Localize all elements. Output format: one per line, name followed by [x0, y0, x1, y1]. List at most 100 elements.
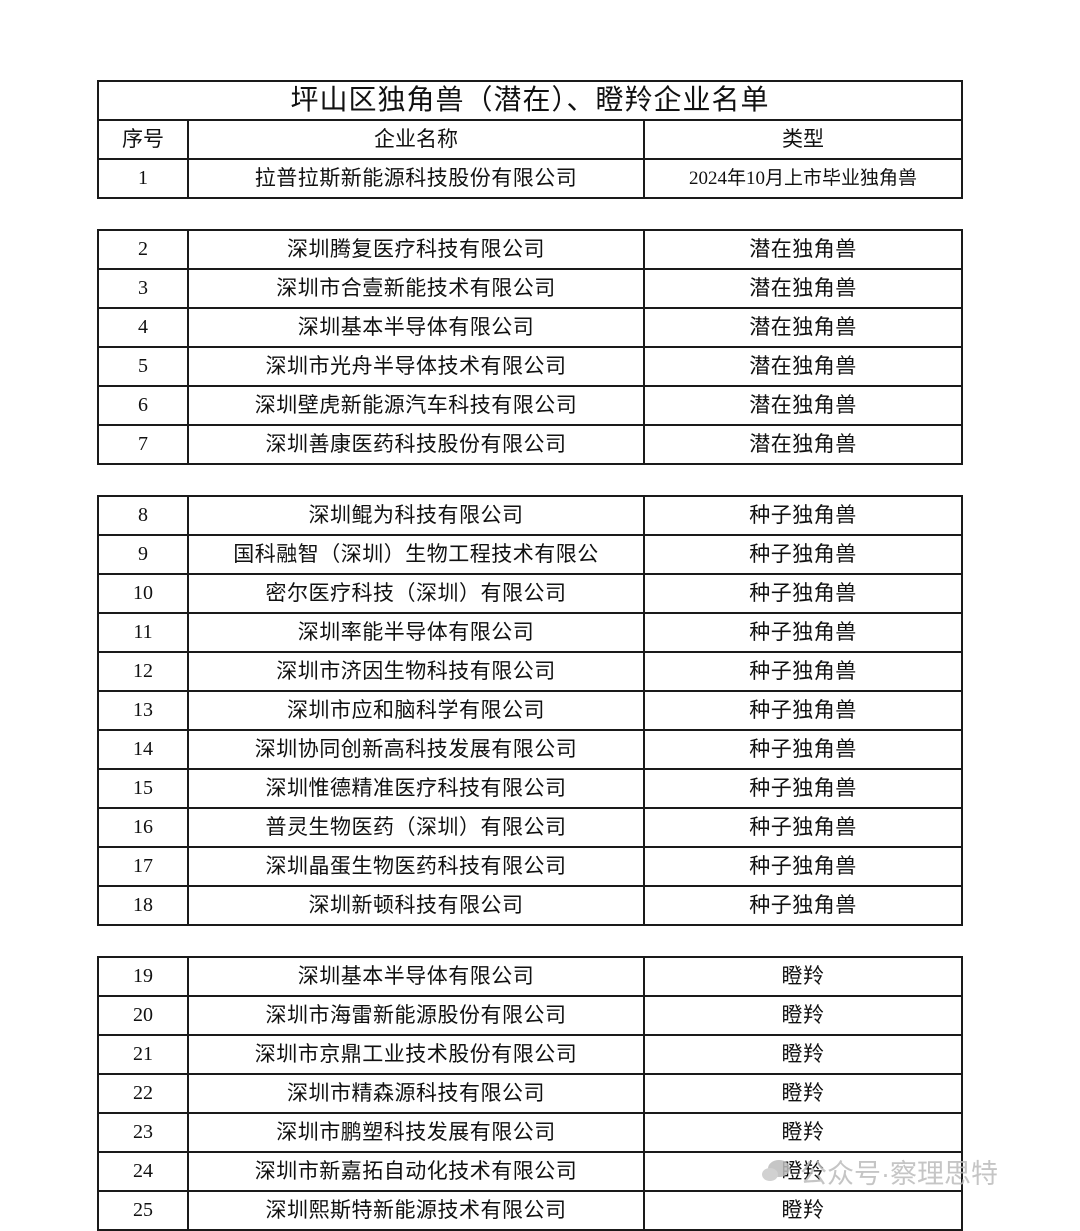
table-row: 6 深圳壁虎新能源汽车科技有限公司 潜在独角兽 — [97, 385, 963, 426]
row-index: 1 — [97, 158, 189, 199]
company-name: 深圳市新嘉拓自动化技术有限公司 — [187, 1151, 645, 1192]
table-row: 1 拉普拉斯新能源科技股份有限公司 2024年10月上市毕业独角兽 — [97, 158, 964, 199]
company-name: 深圳基本半导体有限公司 — [187, 956, 645, 997]
company-name: 深圳市精森源科技有限公司 — [187, 1073, 645, 1114]
table-row: 2 深圳腾复医疗科技有限公司 潜在独角兽 — [97, 229, 963, 270]
row-index: 19 — [97, 956, 189, 997]
company-list-document: 坪山区独角兽（潜在）、瞪羚企业名单 序号 企业名称 类型 1 拉普拉斯新能源科技股份有限公… — [96, 80, 964, 1231]
company-type: 种子独角兽 — [643, 573, 963, 614]
company-type: 潜在独角兽 — [643, 385, 963, 426]
company-type: 潜在独角兽 — [643, 268, 963, 309]
company-name: 深圳市应和脑科学有限公司 — [187, 690, 645, 731]
table-row: 3 深圳市合壹新能技术有限公司 潜在独角兽 — [97, 268, 963, 309]
company-name: 拉普拉斯新能源科技股份有限公司 — [187, 158, 645, 199]
table-row: 23 深圳市鹏塑科技发展有限公司 瞪羚 — [97, 1112, 963, 1153]
table-row: 5 深圳市光舟半导体技术有限公司 潜在独角兽 — [97, 346, 963, 387]
row-index: 15 — [97, 768, 189, 809]
company-name: 深圳基本半导体有限公司 — [187, 307, 645, 348]
company-type: 种子独角兽 — [643, 534, 963, 575]
table-row: 18 深圳新顿科技有限公司 种子独角兽 — [97, 885, 963, 926]
table-row: 20 深圳市海雷新能源股份有限公司 瞪羚 — [97, 995, 963, 1036]
table-row: 17 深圳晶蛋生物医药科技有限公司 种子独角兽 — [97, 846, 963, 887]
row-index: 25 — [97, 1190, 189, 1231]
row-index: 20 — [97, 995, 189, 1036]
row-index: 4 — [97, 307, 189, 348]
column-header-name: 企业名称 — [187, 119, 645, 160]
company-name: 深圳市光舟半导体技术有限公司 — [187, 346, 645, 387]
table-seed-unicorn: 8 深圳鲲为科技有限公司 种子独角兽 9 国科融智（深圳）生物工程技术有限公 种子独角兽 1… — [97, 495, 963, 926]
row-index: 8 — [97, 495, 189, 536]
table-row: 21 深圳市京鼎工业技术股份有限公司 瞪羚 — [97, 1034, 963, 1075]
table-potential-unicorn: 2 深圳腾复医疗科技有限公司 潜在独角兽 3 深圳市合壹新能技术有限公司 潜在独角兽 4 深圳… — [97, 229, 963, 465]
column-header-type: 类型 — [642, 119, 964, 160]
page-title: 坪山区独角兽（潜在）、瞪羚企业名单 — [96, 80, 964, 121]
column-header-index: 序号 — [97, 119, 189, 160]
table-row: 10 密尔医疗科技（深圳）有限公司 种子独角兽 — [97, 573, 963, 614]
row-index: 3 — [97, 268, 189, 309]
company-name: 深圳善康医药科技股份有限公司 — [187, 424, 645, 465]
table-row: 24 深圳市新嘉拓自动化技术有限公司 瞪羚 — [97, 1151, 963, 1192]
table-row: 22 深圳市精森源科技有限公司 瞪羚 — [97, 1073, 963, 1114]
company-type: 瞪羚 — [643, 1034, 963, 1075]
company-type: 种子独角兽 — [643, 768, 963, 809]
row-index: 16 — [97, 807, 189, 848]
row-index: 12 — [97, 651, 189, 692]
table-row: 12 深圳市济因生物科技有限公司 种子独角兽 — [97, 651, 963, 692]
company-type: 瞪羚 — [643, 1151, 963, 1192]
row-index: 11 — [97, 612, 189, 653]
table-row: 19 深圳基本半导体有限公司 瞪羚 — [97, 956, 963, 997]
company-name: 深圳晶蛋生物医药科技有限公司 — [187, 846, 645, 887]
table-row: 8 深圳鲲为科技有限公司 种子独角兽 — [97, 495, 963, 536]
company-name: 深圳惟德精准医疗科技有限公司 — [187, 768, 645, 809]
company-name: 深圳市海雷新能源股份有限公司 — [187, 995, 645, 1036]
company-name: 深圳市合壹新能技术有限公司 — [187, 268, 645, 309]
company-name: 国科融智（深圳）生物工程技术有限公 — [187, 534, 645, 575]
company-name: 深圳率能半导体有限公司 — [187, 612, 645, 653]
row-index: 24 — [97, 1151, 189, 1192]
company-type: 种子独角兽 — [643, 651, 963, 692]
company-type: 潜在独角兽 — [643, 229, 963, 270]
company-name: 深圳新顿科技有限公司 — [187, 885, 645, 926]
company-type: 种子独角兽 — [643, 729, 963, 770]
row-index: 5 — [97, 346, 189, 387]
company-name: 密尔医疗科技（深圳）有限公司 — [187, 573, 645, 614]
company-name: 深圳壁虎新能源汽车科技有限公司 — [187, 385, 645, 426]
row-index: 7 — [97, 424, 189, 465]
table-row: 4 深圳基本半导体有限公司 潜在独角兽 — [97, 307, 963, 348]
row-index: 22 — [97, 1073, 189, 1114]
row-index: 14 — [97, 729, 189, 770]
header-row: 序号 企业名称 类型 — [97, 119, 964, 160]
company-type: 种子独角兽 — [643, 885, 963, 926]
table-row: 16 普灵生物医药（深圳）有限公司 种子独角兽 — [97, 807, 963, 848]
company-name: 深圳鲲为科技有限公司 — [187, 495, 645, 536]
company-name: 深圳市鹏塑科技发展有限公司 — [187, 1112, 645, 1153]
company-name: 深圳市济因生物科技有限公司 — [187, 651, 645, 692]
company-type: 种子独角兽 — [643, 612, 963, 653]
company-type: 潜在独角兽 — [643, 346, 963, 387]
table-row: 9 国科融智（深圳）生物工程技术有限公 种子独角兽 — [97, 534, 963, 575]
row-index: 6 — [97, 385, 189, 426]
company-type: 种子独角兽 — [643, 846, 963, 887]
table-row: 7 深圳善康医药科技股份有限公司 潜在独角兽 — [97, 424, 963, 465]
company-name: 普灵生物医药（深圳）有限公司 — [187, 807, 645, 848]
table-row: 11 深圳率能半导体有限公司 种子独角兽 — [97, 612, 963, 653]
table-row: 25 深圳熙斯特新能源技术有限公司 瞪羚 — [97, 1190, 963, 1231]
row-index: 2 — [97, 229, 189, 270]
row-index: 13 — [97, 690, 189, 731]
table-row: 14 深圳协同创新高科技发展有限公司 种子独角兽 — [97, 729, 963, 770]
row-index: 21 — [97, 1034, 189, 1075]
company-type: 种子独角兽 — [643, 495, 963, 536]
company-type: 瞪羚 — [643, 1073, 963, 1114]
company-type: 瞪羚 — [643, 995, 963, 1036]
title-row: 坪山区独角兽（潜在）、瞪羚企业名单 — [96, 80, 964, 121]
row-index: 18 — [97, 885, 189, 926]
table-gazelle: 19 深圳基本半导体有限公司 瞪羚 20 深圳市海雷新能源股份有限公司 瞪羚 21 深圳市京鼎… — [97, 956, 963, 1231]
row-index: 10 — [97, 573, 189, 614]
row-index: 17 — [97, 846, 189, 887]
row-index: 23 — [97, 1112, 189, 1153]
company-type: 瞪羚 — [643, 1190, 963, 1231]
company-name: 深圳市京鼎工业技术股份有限公司 — [187, 1034, 645, 1075]
company-type: 潜在独角兽 — [643, 424, 963, 465]
table-row: 15 深圳惟德精准医疗科技有限公司 种子独角兽 — [97, 768, 963, 809]
company-type: 种子独角兽 — [643, 690, 963, 731]
